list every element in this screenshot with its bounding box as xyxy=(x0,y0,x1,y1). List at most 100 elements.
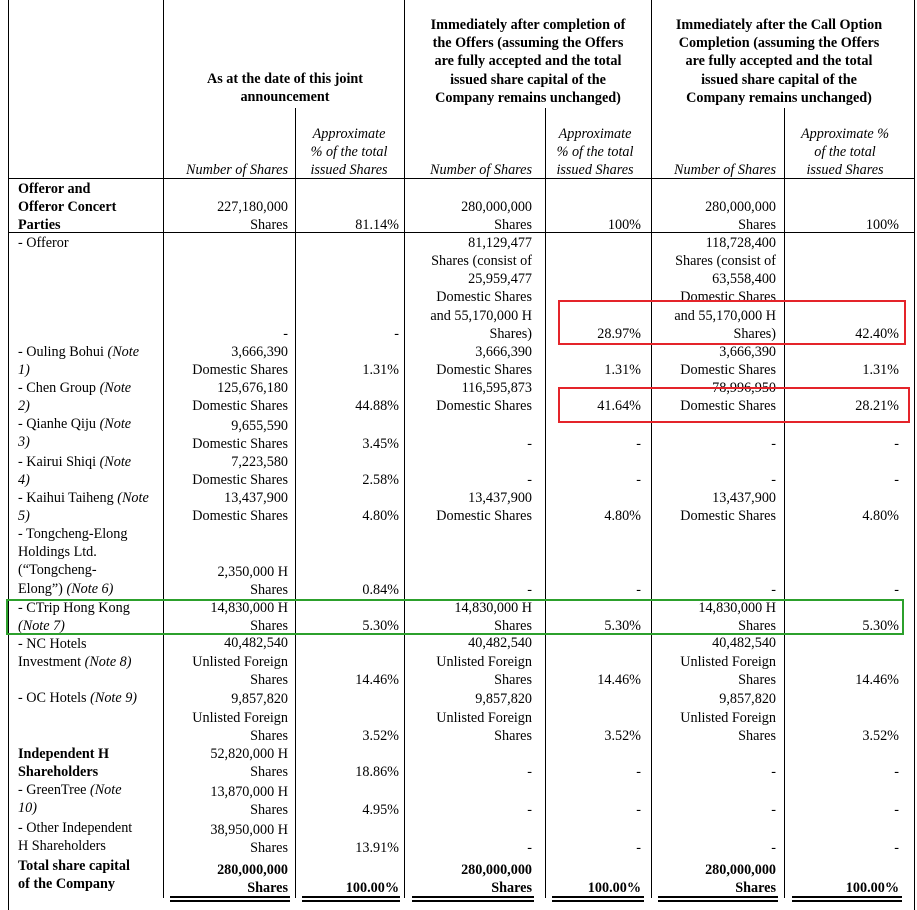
cell-c-num: 118,728,400 Shares (consist of 63,558,40… xyxy=(674,234,776,342)
cell-b-pct: - xyxy=(636,801,641,818)
row-label: - Kairui Shiqi (Note 4) xyxy=(18,453,163,489)
cell-b-num: 280,000,000 Shares xyxy=(461,198,532,233)
cell-c-pct: 100% xyxy=(865,216,899,233)
cell-c-pct: 5.30% xyxy=(862,617,899,634)
cell-a-num: 9,655,590 Domestic Shares xyxy=(192,417,288,452)
cell-c-pct: 4.80% xyxy=(862,507,899,524)
highlight-box-chen-group xyxy=(558,387,910,423)
cell-c-num: 280,000,000 Shares xyxy=(705,198,776,233)
cell-a-pct: 1.31% xyxy=(362,361,399,378)
cell-a-pct: 5.30% xyxy=(362,617,399,634)
cell-b-pct: - xyxy=(636,839,641,856)
cell-a-pct: 2.58% xyxy=(362,471,399,488)
cell-b-num: 116,595,873 Domestic Shares xyxy=(436,379,532,414)
cell-a-num: 280,000,000 Shares xyxy=(217,861,288,896)
cell-c-pct: - xyxy=(894,581,899,598)
cell-a-num: - xyxy=(283,325,288,342)
row-label-text: - GreenTree xyxy=(18,782,87,798)
cell-a-num: 7,223,580 Domestic Shares xyxy=(192,453,288,488)
row-label-text: - Offeror xyxy=(18,235,69,251)
cell-b-pct: 14.46% xyxy=(597,671,641,688)
cell-b-num: 13,437,900 Domestic Shares xyxy=(436,489,532,524)
cell-c-pct: 28.21% xyxy=(855,397,899,414)
cell-b-pct: 100.00% xyxy=(587,879,641,896)
row-label-text: - Kairui Shiqi xyxy=(18,454,97,470)
cell-a-num: 9,857,820 Unlisted Foreign Shares xyxy=(192,691,288,744)
row-label-text: - NC Hotels Investment xyxy=(18,636,87,671)
row-label-text: Independent H Shareholders xyxy=(18,746,110,781)
cell-b-num: 81,129,477 Shares (consist of 25,959,477… xyxy=(430,234,532,342)
cell-c-num: 280,000,000 Shares xyxy=(705,861,776,896)
row-label-text: - Chen Group xyxy=(18,380,97,396)
group-header-after-call: Immediately after the Call Option Comple… xyxy=(675,17,883,106)
cell-a-num: 14,830,000 H Shares xyxy=(210,599,288,634)
row-label-text: - Kaihui Taiheng xyxy=(18,490,114,506)
cell-b-num: - xyxy=(527,763,532,780)
cell-b-num: - xyxy=(527,801,532,818)
cell-b-num: - xyxy=(527,581,532,598)
cell-b-pct: - xyxy=(636,435,641,452)
cell-b-pct: - xyxy=(636,471,641,488)
row-note: (Note 6) xyxy=(66,580,114,597)
subheader-num-shares-c: Number of Shares xyxy=(674,162,776,178)
cell-b-pct: 41.64% xyxy=(597,397,641,414)
cell-a-num: 52,820,000 H Shares xyxy=(210,745,288,780)
row-label: - Ouling Bohui (Note 1) xyxy=(18,343,163,379)
cell-a-pct: 13.91% xyxy=(355,839,399,856)
cell-b-num: - xyxy=(527,435,532,452)
row-label: - OC Hotels (Note 9) xyxy=(18,689,163,707)
cell-c-pct: - xyxy=(894,471,899,488)
row-label: - GreenTree (Note 10) xyxy=(18,781,163,817)
cell-c-pct: 42.40% xyxy=(855,325,899,342)
cell-c-pct: 3.52% xyxy=(862,727,899,744)
cell-b-pct: 28.97% xyxy=(597,325,641,342)
cell-c-num: 3,666,390 Domestic Shares xyxy=(680,343,776,378)
row-note: (Note 9) xyxy=(90,690,138,706)
cell-b-pct: 5.30% xyxy=(604,617,641,634)
row-label-text: - Other Independent H Shareholders xyxy=(18,820,133,855)
cell-c-num: 13,437,900 Domestic Shares xyxy=(680,489,776,524)
cell-a-num: 40,482,540 Unlisted Foreign Shares xyxy=(192,635,288,688)
cell-a-pct: 100.00% xyxy=(345,879,399,896)
cell-c-pct: - xyxy=(894,801,899,818)
cell-c-num: 9,857,820 Unlisted Foreign Shares xyxy=(680,691,776,744)
cell-b-pct: - xyxy=(636,581,641,598)
cell-b-pct: 3.52% xyxy=(604,727,641,744)
cell-c-num: - xyxy=(771,581,776,598)
cell-b-num: 280,000,000 Shares xyxy=(461,861,532,896)
cell-c-pct: - xyxy=(894,839,899,856)
cell-b-pct: - xyxy=(636,763,641,780)
cell-a-num: 38,950,000 H Shares xyxy=(210,821,288,856)
cell-b-num: 40,482,540 Unlisted Foreign Shares xyxy=(436,635,532,688)
cell-a-pct: 4.80% xyxy=(362,507,399,524)
cell-c-num: 14,830,000 H Shares xyxy=(698,599,776,634)
row-note: (Note 10) xyxy=(18,782,122,817)
cell-a-pct: 81.14% xyxy=(355,216,399,233)
cell-c-pct: 100.00% xyxy=(845,879,899,896)
cell-a-pct: 44.88% xyxy=(355,397,399,414)
row-note: (Note 2) xyxy=(18,380,132,415)
row-label: - Qianhe Qiju (Note 3) xyxy=(18,415,163,451)
row-label: Offeror and Offeror Concert Parties xyxy=(18,180,163,235)
cell-a-pct: 4.95% xyxy=(362,801,399,818)
cell-a-num: 2,350,000 H Shares xyxy=(217,563,288,598)
row-note: (Note 1) xyxy=(18,344,139,379)
cell-b-num: 9,857,820 Unlisted Foreign Shares xyxy=(436,691,532,744)
cell-a-num: 3,666,390 Domestic Shares xyxy=(192,343,288,378)
cell-c-num: 78,996,950 Domestic Shares xyxy=(680,379,776,414)
cell-b-num: 14,830,000 H Shares xyxy=(454,599,532,634)
highlight-box-offeror xyxy=(558,300,906,345)
row-label-text: - OC Hotels xyxy=(18,690,87,706)
cell-c-num: - xyxy=(771,801,776,818)
cell-b-pct: 1.31% xyxy=(604,361,641,378)
row-note: (Note 4) xyxy=(18,454,132,489)
row-label-text: - Qianhe Qiju xyxy=(18,416,97,432)
cell-c-pct: 1.31% xyxy=(862,361,899,378)
group-header-after-offers: Immediately after completion of the Offe… xyxy=(430,17,626,106)
cell-c-num: - xyxy=(771,839,776,856)
cell-c-num: - xyxy=(771,435,776,452)
row-note: (Note 3) xyxy=(18,416,132,451)
row-label-text: - Tongcheng-Elong Holdings Ltd. (“Tongch… xyxy=(18,526,128,597)
cell-a-pct: 14.46% xyxy=(355,671,399,688)
